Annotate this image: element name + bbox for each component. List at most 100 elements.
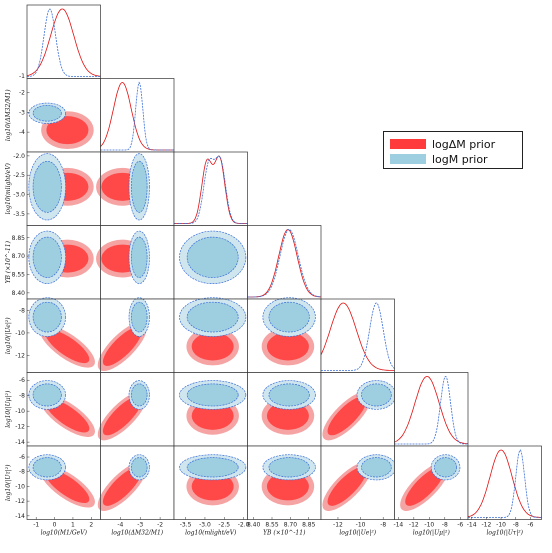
x-axis-label: log10(|Uτ|²) bbox=[486, 530, 523, 537]
y-tick-label: -14 bbox=[15, 439, 25, 446]
x-axis-label: log10(|Uμ|²) bbox=[413, 530, 451, 537]
y-tick-label: 8.55 bbox=[12, 272, 26, 279]
panel-background bbox=[468, 446, 542, 520]
contours-logm-prior bbox=[28, 380, 66, 410]
contours-logm-prior bbox=[430, 454, 461, 481]
x-tick-label: 1 bbox=[71, 522, 75, 529]
legend-label-logdm: logΔM prior bbox=[432, 137, 496, 151]
contours-logdm-prior bbox=[186, 327, 239, 366]
y-axis-label: log10(|Uμ|²) bbox=[5, 390, 12, 428]
contours-logm-prior bbox=[28, 102, 66, 124]
y-tick-label: -6 bbox=[19, 377, 25, 384]
contour-68-logm bbox=[32, 105, 62, 122]
contour-68-logdm bbox=[45, 329, 90, 364]
contour-68-logm bbox=[32, 457, 62, 478]
x-tick-label: -14 bbox=[467, 522, 477, 529]
y-tick-label: -8 bbox=[19, 307, 25, 314]
marginal-log M prior bbox=[100, 81, 174, 151]
y-tick-label: -12 bbox=[15, 498, 25, 505]
contours-logdm-prior bbox=[39, 325, 95, 368]
x-tick-label: 8.55 bbox=[265, 522, 279, 529]
x-tick-label: -10 bbox=[496, 522, 506, 529]
panel-3-2 bbox=[173, 225, 248, 300]
panel-4-3 bbox=[247, 297, 322, 373]
contour-68-logm bbox=[32, 301, 62, 333]
contours-logm-prior bbox=[128, 230, 150, 284]
x-tick-label: -8 bbox=[380, 522, 386, 529]
contours-logm-prior bbox=[179, 380, 247, 410]
contours-logm-prior bbox=[128, 297, 150, 337]
contours-logm-prior bbox=[128, 454, 150, 481]
panel-background bbox=[174, 152, 248, 226]
x-tick-label: -1 bbox=[33, 522, 39, 529]
y-tick-label: -3 bbox=[19, 109, 25, 116]
panel-1-0: -2 -3 -4 log10(ΔM32/M1) bbox=[5, 78, 101, 153]
panel-6-0: -1 0 1 2log10(M1/GeV)-6-8-10-12-14log10(|Uτ… bbox=[5, 445, 101, 537]
panel-5-1 bbox=[97, 372, 175, 447]
panel-4-1 bbox=[97, 297, 175, 373]
x-tick-label: -2.5 bbox=[218, 522, 230, 529]
x-tick-label: -14 bbox=[393, 522, 403, 529]
x-axis-label: log10(ΔM32/M1) bbox=[111, 530, 163, 537]
x-tick-label: -3.5 bbox=[180, 522, 192, 529]
legend: logΔM prior logM prior bbox=[383, 131, 523, 169]
marginal-log ΔM prior bbox=[26, 8, 101, 77]
contours-logm-prior bbox=[179, 230, 247, 284]
panel-frame bbox=[467, 445, 542, 520]
contours-logm-prior bbox=[262, 297, 316, 337]
contour-68-logdm bbox=[266, 401, 309, 430]
x-tick-label: -6 bbox=[527, 522, 533, 529]
contours-logdm-prior bbox=[322, 391, 372, 441]
panel-5-5 bbox=[394, 372, 469, 447]
y-tick-label: -1 bbox=[19, 73, 25, 80]
contour-68-logm bbox=[32, 160, 62, 213]
contour-68-logm bbox=[32, 383, 62, 407]
y-axis-label: log10(mlight/eV) bbox=[5, 162, 12, 214]
marginal-log ΔM prior bbox=[394, 376, 469, 445]
contours-logdm-prior bbox=[261, 327, 315, 366]
panel-4-2 bbox=[173, 297, 248, 373]
x-tick-label: -12 bbox=[333, 522, 343, 529]
contour-68-logm bbox=[131, 457, 148, 478]
panel-background bbox=[247, 225, 321, 299]
legend-swatch-red bbox=[390, 139, 426, 149]
x-tick-label: -12 bbox=[409, 522, 419, 529]
x-tick-label: 2 bbox=[89, 522, 93, 529]
marginal-log ΔM prior bbox=[467, 449, 542, 518]
x-tick-label: -4 bbox=[117, 522, 123, 529]
panel-5-2 bbox=[173, 372, 248, 447]
contour-68-logdm bbox=[327, 466, 367, 506]
y-tick-label: -8 bbox=[19, 469, 25, 476]
contour-68-logm bbox=[361, 457, 392, 478]
y-tick-label: -8 bbox=[19, 393, 25, 400]
y-tick-label: -2 bbox=[19, 89, 25, 96]
panel-0-0: -1 bbox=[19, 4, 101, 80]
contour-68-logm bbox=[186, 383, 239, 407]
contours-logm-prior bbox=[179, 454, 247, 481]
y-tick-label: 8.40 bbox=[12, 290, 26, 297]
y-tick-label: -10 bbox=[15, 330, 25, 337]
y-tick-label: -4 bbox=[19, 129, 25, 136]
x-tick-label: -8 bbox=[513, 522, 519, 529]
y-axis-label: log10(ΔM32/M1) bbox=[5, 89, 12, 141]
contours-logm-prior bbox=[28, 230, 66, 284]
x-tick-label: 8.40 bbox=[247, 522, 261, 529]
x-tick-label: -3 bbox=[137, 522, 143, 529]
x-tick-label: 8.85 bbox=[302, 522, 316, 529]
y-axis-label: log10(|Uτ|²) bbox=[5, 464, 12, 501]
x-tick-label: -12 bbox=[481, 522, 491, 529]
x-tick-label: -3.0 bbox=[199, 522, 211, 529]
marginal-log ΔM prior bbox=[320, 302, 395, 371]
x-tick-label: -6 bbox=[457, 522, 463, 529]
x-tick-label: -8 bbox=[442, 522, 448, 529]
contours-logm-prior bbox=[128, 153, 150, 221]
contour-68-logm bbox=[186, 301, 239, 333]
contour-68-logm bbox=[268, 383, 310, 407]
x-axis-label: log10(M1/GeV) bbox=[41, 530, 88, 537]
legend-swatch-blue bbox=[390, 154, 426, 164]
x-axis-label: log10(mlight/eV) bbox=[185, 530, 237, 537]
y-tick-label: 8.85 bbox=[12, 235, 26, 242]
